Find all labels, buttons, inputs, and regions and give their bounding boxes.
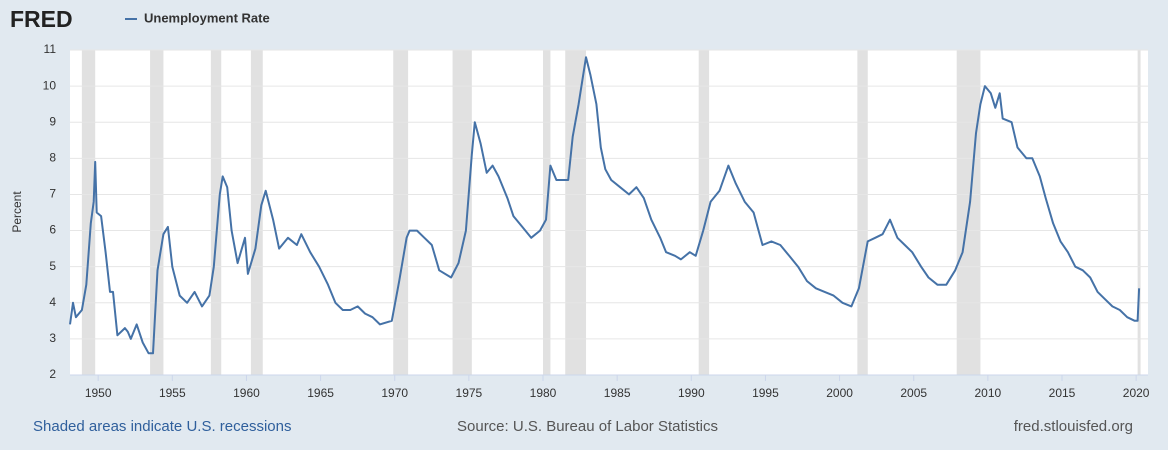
y-tick-label: 6 [49, 223, 56, 237]
x-tick-label: 2020 [1123, 386, 1150, 400]
x-tick-label: 2005 [900, 386, 927, 400]
y-tick-label: 3 [49, 331, 56, 345]
legend-label: Unemployment Rate [144, 10, 270, 25]
y-tick-label: 5 [49, 259, 56, 273]
series-line [69, 56, 1141, 355]
x-tick-label: 1950 [85, 386, 112, 400]
x-tick-label: 1955 [159, 386, 186, 400]
y-tick-label: 7 [49, 187, 56, 201]
x-tick-label: 1960 [233, 386, 260, 400]
site-url[interactable]: fred.stlouisfed.org [1014, 418, 1133, 435]
y-tick-label: 10 [43, 78, 57, 92]
recession-band [857, 50, 868, 375]
recession-band [565, 50, 587, 375]
recession-band [1137, 50, 1141, 375]
recession-band [210, 50, 222, 375]
y-tick-label: 9 [49, 114, 56, 128]
x-tick-label: 2015 [1049, 386, 1076, 400]
recession-band [250, 50, 263, 375]
x-tick-label: 1980 [530, 386, 557, 400]
x-tick-label: 1985 [604, 386, 631, 400]
y-tick-label: 11 [44, 42, 57, 56]
x-tick-label: 2010 [975, 386, 1002, 400]
y-tick-label: 2 [49, 367, 56, 381]
source: Source: U.S. Bureau of Labor Statistics [457, 418, 718, 435]
recession-band [393, 50, 409, 375]
x-tick-label: 1995 [752, 386, 779, 400]
x-tick-label: 2000 [826, 386, 853, 400]
y-tick-label: 4 [49, 295, 56, 309]
recession-note[interactable]: Shaded areas indicate U.S. recessions [33, 418, 291, 435]
y-tick-label: 8 [49, 151, 56, 165]
y-axis-label: Percent [10, 191, 24, 233]
x-tick-label: 1970 [381, 386, 408, 400]
x-tick-label: 1990 [678, 386, 705, 400]
x-tick-label: 1965 [307, 386, 334, 400]
brand-logo: FRED [10, 6, 73, 32]
x-tick-label: 1975 [456, 386, 483, 400]
recession-band [452, 50, 472, 375]
plot-area [70, 50, 1148, 375]
recession-band [698, 50, 710, 375]
recession-band [150, 50, 164, 375]
